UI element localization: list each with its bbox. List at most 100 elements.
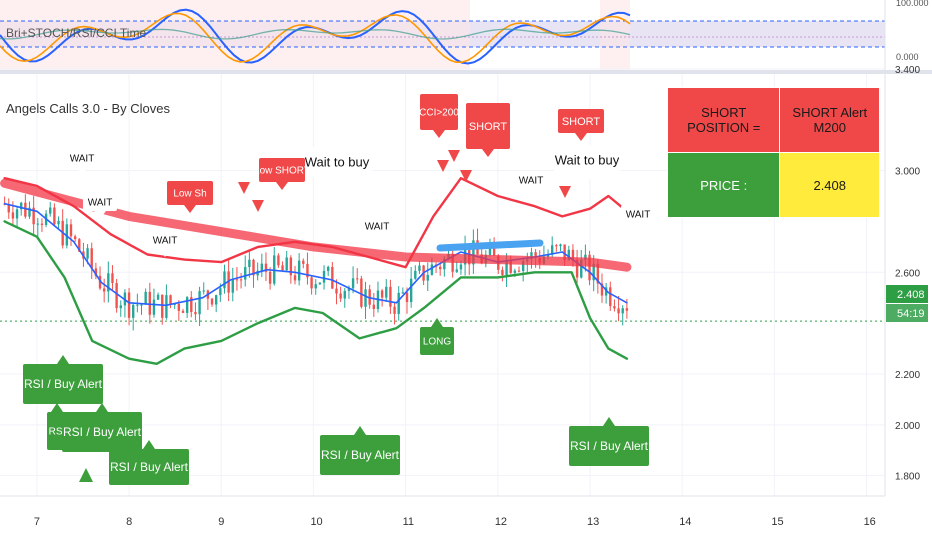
oscillator-title: Bri+STOCH/RSI/CCI Time [6,26,146,40]
time-axis[interactable] [0,496,932,550]
short-label-box [466,103,510,149]
position-info-table: SHORT POSITION = SHORT Alert M200 PRICE … [666,87,880,218]
price-tick-label: 2.200 [895,370,920,381]
candle-body [140,304,143,306]
short-label-box [558,109,604,133]
candle-body [592,263,595,281]
candle-body [173,303,176,305]
time-tick-label: 13 [587,516,599,528]
candle-body [198,291,201,315]
candle-body [69,224,73,237]
wait-to-buy-label: Wait to buy [302,147,372,185]
candle-body [555,245,558,247]
candle-body [248,259,251,268]
candlesticks [3,194,629,331]
rsi-buy-alert-label-box [62,412,142,452]
candle-body [53,207,56,225]
rsi-buy-alert-label-pointer [96,403,108,412]
candle-body [521,261,525,272]
candle-body [575,259,579,278]
candle-body [563,244,566,261]
candle-body [11,212,15,219]
candle-body [372,304,376,310]
rsi-buy-alert-label-pointer [354,426,366,435]
candle-body [580,259,583,278]
rsi-buy-alert-label: RSI / Buy Alert [23,355,103,404]
short-label-pointer [482,149,494,157]
long-label-box [420,327,454,355]
rsi-buy-alert-label-text: RSI / Buy Alert [570,439,649,453]
candle-body [389,286,392,307]
oscillator-red-zone-2 [600,0,630,70]
candle-body [210,298,214,305]
wait-label-pointer [525,189,537,197]
buy-pointer [79,468,93,482]
candle-body [156,294,160,300]
candle-body [380,290,384,298]
candle-body [185,297,189,313]
short-label: SHORT [558,109,604,141]
candle-body [273,255,276,284]
candle-body [127,292,131,318]
low-short-label: Low Sh [167,181,213,213]
candle-body [331,266,334,289]
short-pointer [460,170,472,182]
candle-body [239,279,243,281]
time-tick-label: 15 [771,516,783,528]
candle-body [28,207,31,217]
candle-body [584,254,587,260]
candle-body [78,239,81,252]
candle-body [24,202,27,217]
time-axis-labels: 7 8 9 10 11 12 13 14 15 16 [34,516,876,528]
short-position-value-cell: SHORT Alert M200 [779,87,880,153]
candle-body [115,283,118,309]
wait-label-text: WAIT [365,222,390,233]
wait-label-box [360,217,394,235]
basis-line [3,202,628,307]
ma200-line [0,178,632,272]
candle-body [264,263,268,272]
price-tick-label: 3.400 [895,65,920,76]
wait-label-box [148,231,182,249]
candle-body [119,305,122,309]
short-pointer [559,186,571,198]
candle-body [7,203,10,213]
trend-highlight-blue [436,239,544,252]
candle-body [310,277,313,289]
candle-body [438,266,442,270]
rsi-buy-alert-label: RSI / Buy Alert [109,440,189,485]
candle-body [571,249,575,260]
candle-body [277,255,280,266]
wait-label: WAIT [148,231,182,257]
time-tick-label: 11 [403,516,414,528]
short-label-pointer [575,133,587,141]
time-tick-label: 16 [864,516,876,528]
series-group [0,177,632,365]
candle-body [401,292,405,294]
short-pointer [448,150,460,162]
candle-body [600,283,604,296]
candle-body [285,257,288,271]
candle-body [322,270,326,283]
wait-label-pointer [76,167,88,175]
cci-200-label-box [420,94,458,130]
candle-body [596,263,600,284]
cci-200-label-pointer [433,130,445,138]
candle-body [546,254,550,257]
low-short-label-pointer [276,182,288,190]
wait-to-buy-label-box [554,145,620,175]
short-label-text: SHORT [562,116,601,128]
candle-body [144,291,147,305]
wait-to-buy-label-pointer [581,175,593,183]
candle-body [202,290,205,292]
rsi-buy-alert-label-box [109,449,189,485]
candle-body [57,220,60,225]
candle-body [551,245,554,255]
long-label-text: LONG [423,337,452,348]
candle-body [609,287,612,307]
candle-body [302,260,305,264]
candle-body [530,252,533,260]
candle-body [152,299,156,315]
pane-divider[interactable] [0,70,932,74]
